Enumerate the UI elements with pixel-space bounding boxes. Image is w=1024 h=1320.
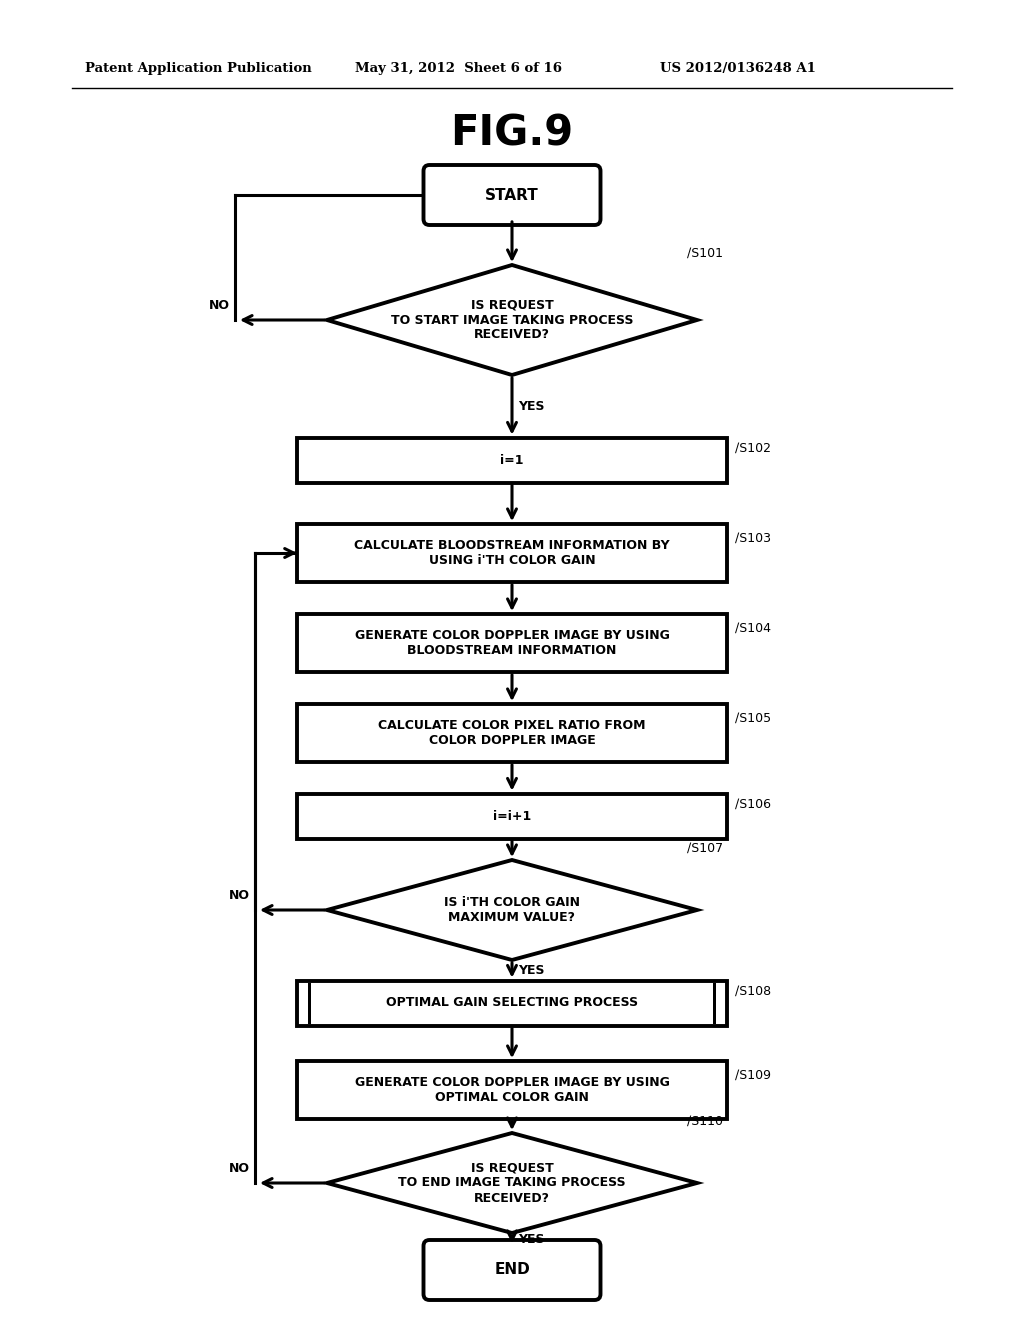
Text: ∕S109: ∕S109 [735, 1069, 771, 1082]
Text: i=i+1: i=i+1 [493, 809, 531, 822]
Bar [297, 437, 727, 483]
Text: ∕S105: ∕S105 [735, 711, 771, 725]
Text: US 2012/0136248 A1: US 2012/0136248 A1 [660, 62, 816, 75]
Text: ∕S107: ∕S107 [687, 842, 723, 855]
Polygon shape [327, 861, 697, 960]
Text: OPTIMAL GAIN SELECTING PROCESS: OPTIMAL GAIN SELECTING PROCESS [386, 997, 638, 1010]
Text: CALCULATE COLOR PIXEL RATIO FROM
COLOR DOPPLER IMAGE: CALCULATE COLOR PIXEL RATIO FROM COLOR D… [378, 719, 646, 747]
Text: ∕S106: ∕S106 [735, 799, 771, 812]
Text: GENERATE COLOR DOPPLER IMAGE BY USING
BLOODSTREAM INFORMATION: GENERATE COLOR DOPPLER IMAGE BY USING BL… [354, 630, 670, 657]
Text: ∕S102: ∕S102 [735, 442, 771, 455]
Text: NO: NO [229, 888, 250, 902]
Bar [297, 1061, 727, 1119]
Text: IS REQUEST
TO END IMAGE TAKING PROCESS
RECEIVED?: IS REQUEST TO END IMAGE TAKING PROCESS R… [398, 1162, 626, 1204]
Text: IS i'TH COLOR GAIN
MAXIMUM VALUE?: IS i'TH COLOR GAIN MAXIMUM VALUE? [444, 896, 580, 924]
Polygon shape [327, 265, 697, 375]
Text: ∕S101: ∕S101 [687, 247, 723, 260]
Text: ∕S103: ∕S103 [735, 532, 771, 545]
Text: May 31, 2012  Sheet 6 of 16: May 31, 2012 Sheet 6 of 16 [355, 62, 562, 75]
Bar [308, 982, 311, 1023]
Text: YES: YES [518, 1233, 545, 1246]
Text: Patent Application Publication: Patent Application Publication [85, 62, 311, 75]
FancyBboxPatch shape [424, 165, 600, 224]
Text: FIG.9: FIG.9 [451, 114, 573, 154]
Bar [297, 704, 727, 762]
Text: END: END [495, 1262, 529, 1278]
Bar [297, 793, 727, 838]
Text: CALCULATE BLOODSTREAM INFORMATION BY
USING i'TH COLOR GAIN: CALCULATE BLOODSTREAM INFORMATION BY USI… [354, 539, 670, 568]
Bar [297, 614, 727, 672]
Text: i=1: i=1 [501, 454, 523, 466]
Text: YES: YES [518, 400, 545, 413]
Bar [297, 524, 727, 582]
Text: ∕S104: ∕S104 [735, 622, 771, 635]
Bar [297, 981, 727, 1026]
Text: ∕S108: ∕S108 [735, 985, 771, 998]
Text: START: START [485, 187, 539, 202]
Text: NO: NO [229, 1162, 250, 1175]
Text: NO: NO [209, 300, 230, 312]
FancyBboxPatch shape [424, 1239, 600, 1300]
Text: YES: YES [518, 964, 545, 977]
Polygon shape [327, 1133, 697, 1233]
Bar [713, 982, 716, 1023]
Text: GENERATE COLOR DOPPLER IMAGE BY USING
OPTIMAL COLOR GAIN: GENERATE COLOR DOPPLER IMAGE BY USING OP… [354, 1076, 670, 1104]
Text: IS REQUEST
TO START IMAGE TAKING PROCESS
RECEIVED?: IS REQUEST TO START IMAGE TAKING PROCESS… [391, 298, 633, 342]
Text: ∕S110: ∕S110 [687, 1115, 723, 1129]
